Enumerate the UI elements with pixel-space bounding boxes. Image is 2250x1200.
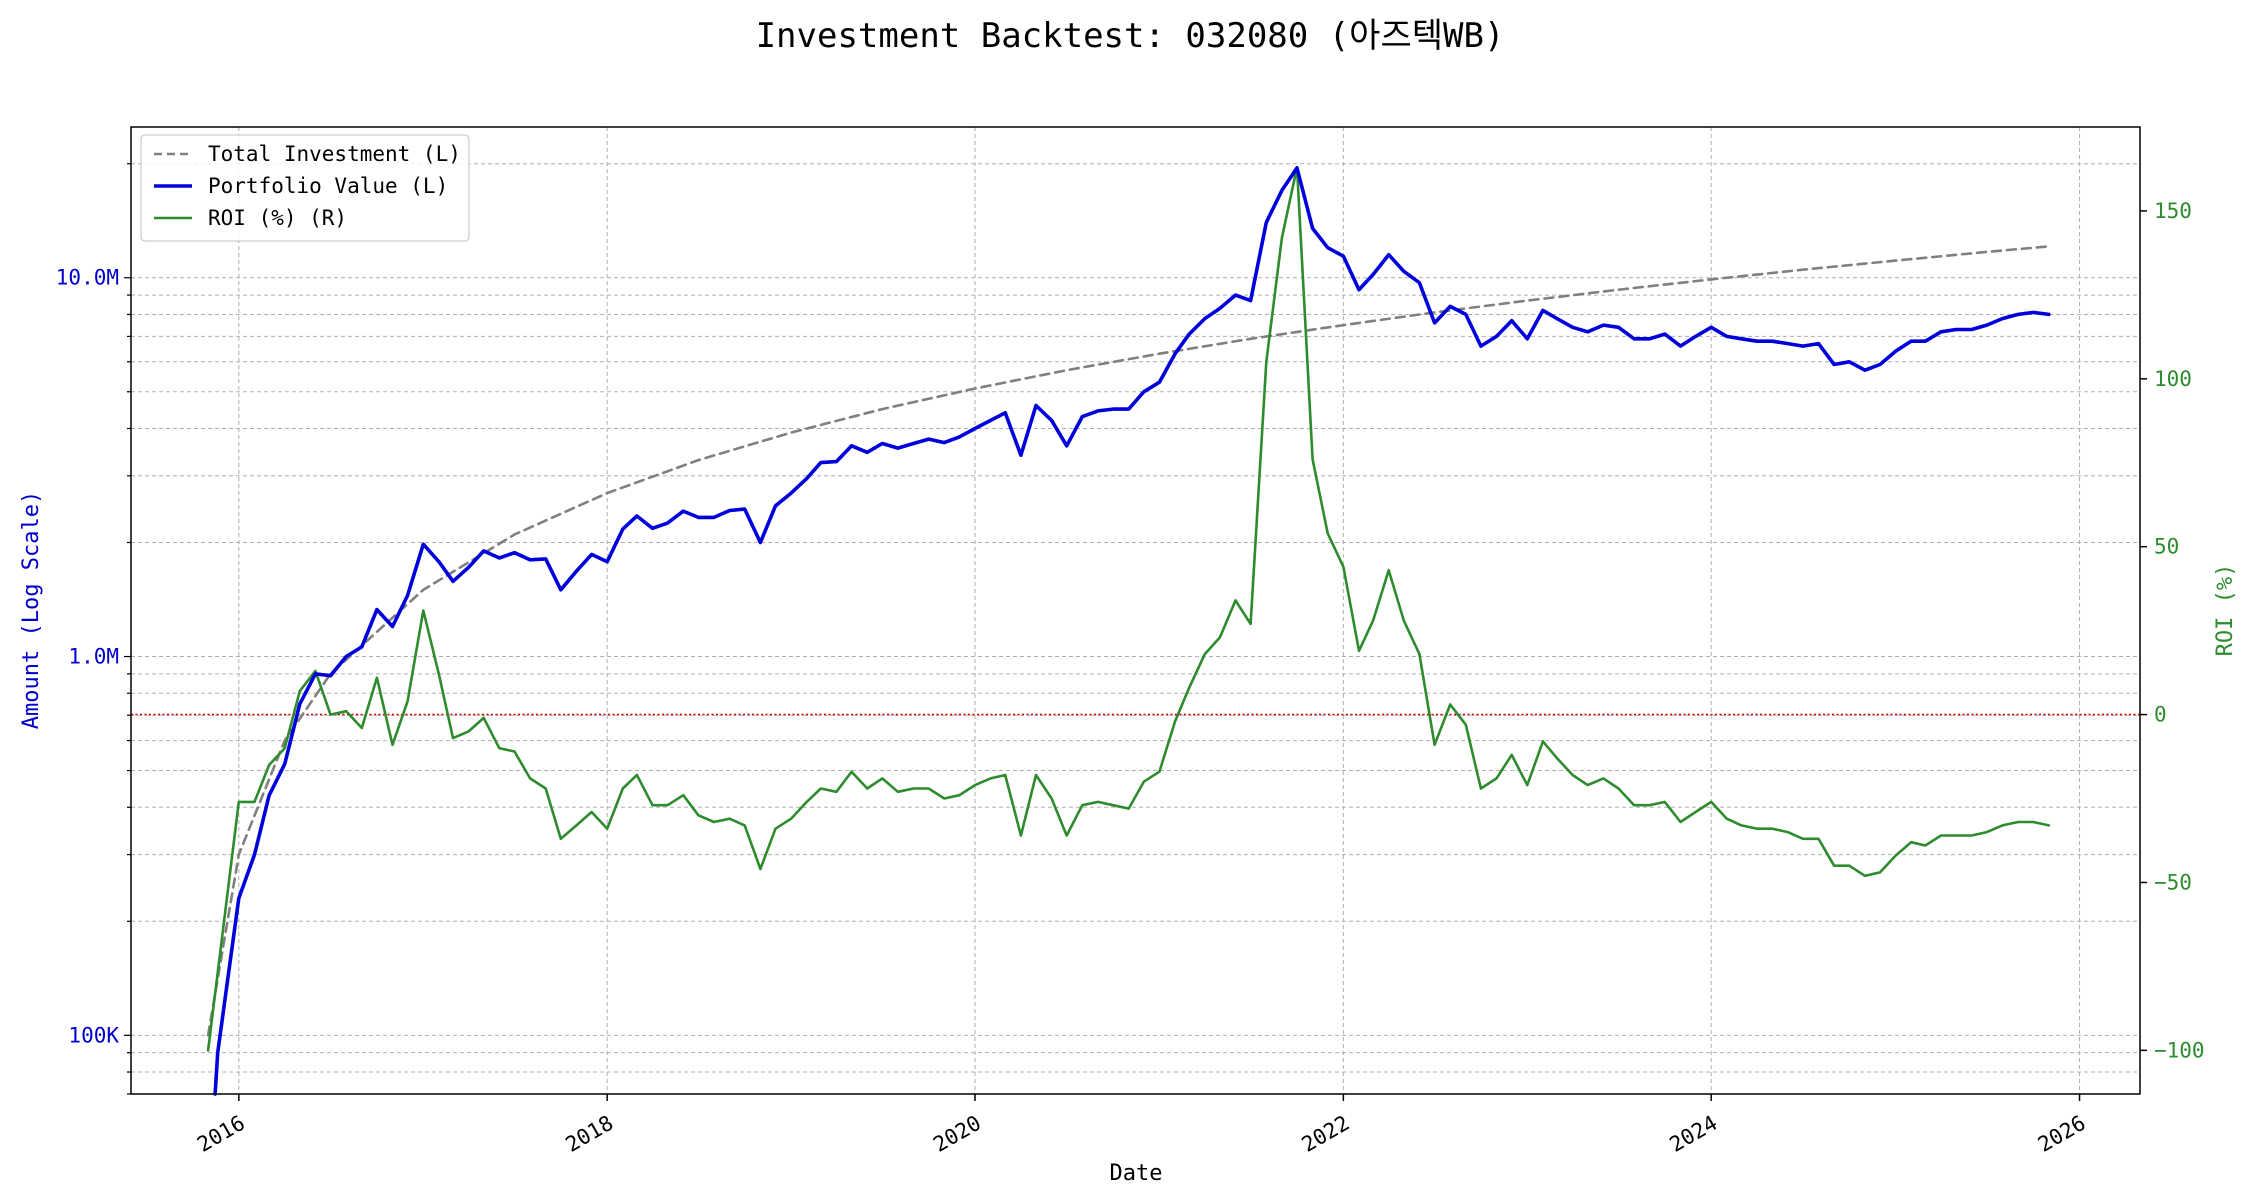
legend-label-total-investment: Total Investment (L) [208,142,461,166]
legend-label-portfolio-value: Portfolio Value (L) [208,174,448,198]
grid [131,127,2140,1095]
series-roi [206,166,2051,1052]
right-axis-ticks: −100 −50 0 50 100 150 [2140,199,2205,1062]
legend-label-roi: ROI (%) (R) [208,206,347,230]
right-axis-label: ROI (%) [2213,564,2238,657]
series-layer [206,166,2051,1096]
x-axis-label: Date [1110,1161,1163,1186]
legend: Total Investment (L) Portfolio Value (L)… [140,134,470,242]
left-axis-ticks: 100K 1.0M 10.0M [56,163,131,1095]
right-tick-label: −100 [2154,1038,2205,1062]
left-tick-label: 10.0M [56,266,119,290]
plot-frame [130,126,2141,1095]
right-tick-label: −50 [2154,870,2192,894]
right-tick-label: 0 [2154,703,2167,727]
left-tick-label: 1.0M [68,645,119,669]
legend-box [140,134,470,242]
series-portfolio-value [213,166,2051,1096]
left-tick-label: 100K [68,1023,119,1047]
right-tick-label: 150 [2154,199,2192,223]
series-total-investment [206,245,2051,1037]
left-axis-label: Amount (Log Scale) [19,491,44,729]
chart-title: Investment Backtest: 032080 (아즈텍WB) [756,16,1505,56]
right-tick-label: 50 [2154,535,2179,559]
right-tick-label: 100 [2154,367,2192,391]
